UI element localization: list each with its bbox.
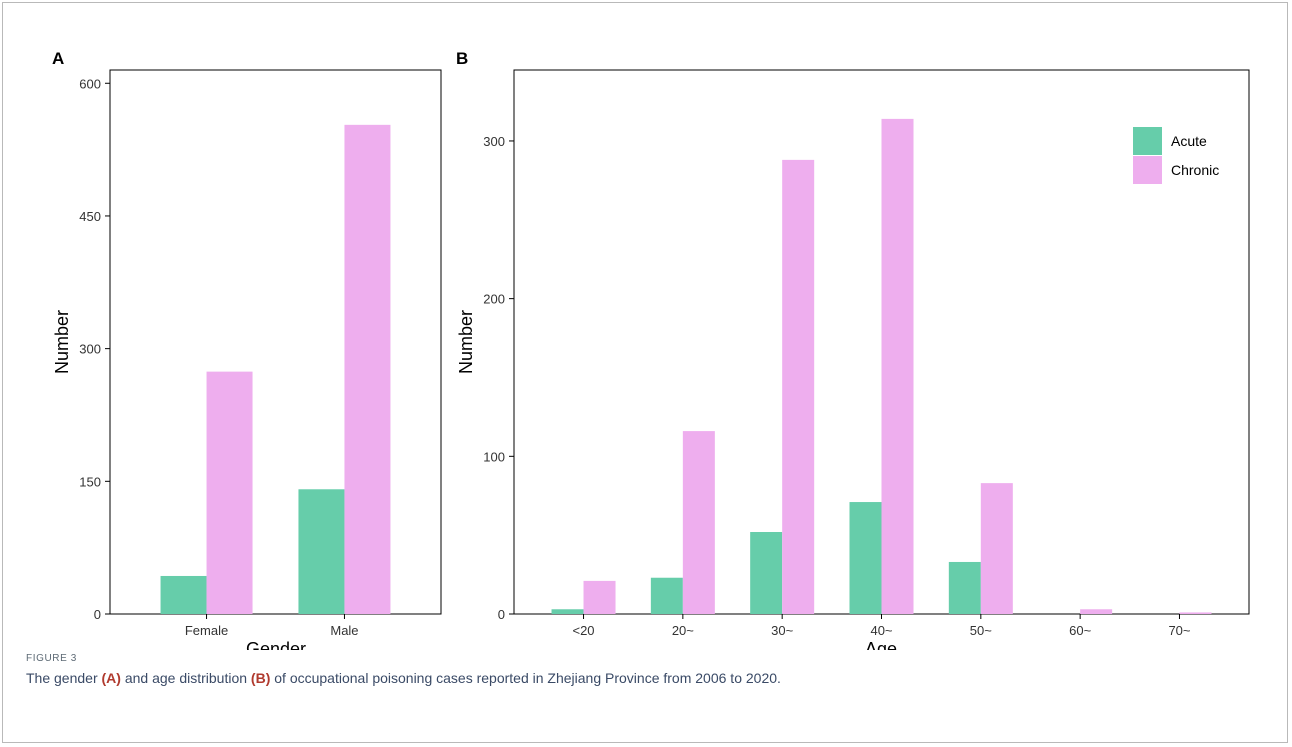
legend-label-acute: Acute — [1171, 133, 1207, 149]
x-tick-label: Female — [185, 623, 228, 638]
y-tick-label: 300 — [483, 134, 505, 149]
bar-chronic-60 — [1080, 609, 1113, 614]
y-tick-label: 0 — [94, 607, 101, 622]
bar-acute-Male — [298, 489, 345, 614]
bar-acute-20 — [551, 609, 584, 614]
x-tick-label: Male — [330, 623, 358, 638]
bar-acute-20 — [650, 577, 683, 614]
y-tick-label: 100 — [483, 449, 505, 464]
x-tick-label: 40~ — [870, 623, 892, 638]
legend: Acute Chronic — [1133, 127, 1219, 184]
figure-caption: The gender (A) and age distribution (B) … — [26, 670, 781, 686]
y-tick-label: 600 — [79, 76, 101, 91]
bar-chronic-20 — [583, 580, 616, 614]
bar-acute-40 — [849, 502, 882, 614]
bar-chronic-Female — [206, 371, 253, 614]
x-tick-label: 20~ — [672, 623, 694, 638]
caption-ref-b: (B) — [250, 670, 271, 686]
panel-b: B 0 100 200 300 <20 20~ 30~ 40~ 50~ 60~ 70~ Age N… — [456, 49, 1250, 650]
panel-b-label: B — [456, 49, 468, 68]
y-tick-label: 450 — [79, 209, 101, 224]
panel-b-x-title: Age — [865, 639, 897, 650]
panel-a-x-axis: Female Male — [185, 614, 359, 638]
y-tick-label: 150 — [79, 474, 101, 489]
bar-chronic-30 — [782, 159, 815, 614]
panel-a-y-title: Number — [52, 310, 72, 374]
panel-b-y-axis: 0 100 200 300 — [483, 134, 514, 622]
bar-acute-Female — [160, 575, 207, 614]
panel-b-y-title: Number — [456, 310, 476, 374]
bar-chronic-70 — [1179, 612, 1212, 614]
bar-acute-30 — [750, 532, 783, 614]
panel-a-y-axis: 0 150 300 450 600 — [79, 76, 110, 622]
panel-b-x-axis: <20 20~ 30~ 40~ 50~ 60~ 70~ — [572, 614, 1191, 638]
legend-swatch-acute — [1133, 127, 1162, 155]
bar-chronic-20 — [682, 431, 715, 614]
panel-a: A 0 150 300 450 600 Female Male Gender Number — [52, 49, 442, 650]
bar-acute-50 — [948, 561, 981, 614]
figure-charts: A 0 150 300 450 600 Female Male Gender Number… — [52, 49, 1250, 650]
caption-ref-a: (A) — [101, 670, 121, 686]
bar-chronic-50 — [980, 483, 1013, 614]
x-tick-label: <20 — [572, 623, 594, 638]
panel-a-bars — [160, 124, 391, 614]
x-tick-label: 30~ — [771, 623, 793, 638]
panel-a-x-title: Gender — [246, 639, 306, 650]
panel-b-bars — [551, 118, 1212, 614]
caption-text-1: The gender — [26, 670, 102, 686]
x-tick-label: 60~ — [1069, 623, 1091, 638]
caption-text-3: of occupational poisoning cases reported… — [270, 670, 781, 686]
bar-chronic-Male — [344, 124, 391, 614]
caption-text-2: and age distribution — [120, 670, 251, 686]
y-tick-label: 0 — [498, 607, 505, 622]
x-tick-label: 50~ — [970, 623, 992, 638]
y-tick-label: 200 — [483, 292, 505, 307]
x-tick-label: 70~ — [1168, 623, 1190, 638]
panel-a-plot-border — [109, 69, 442, 615]
legend-label-chronic: Chronic — [1171, 162, 1219, 178]
figure-label: FIGURE 3 — [26, 653, 77, 664]
y-tick-label: 300 — [79, 342, 101, 357]
panel-a-label: A — [52, 49, 64, 68]
legend-swatch-chronic — [1133, 156, 1162, 184]
bar-chronic-40 — [881, 118, 914, 614]
